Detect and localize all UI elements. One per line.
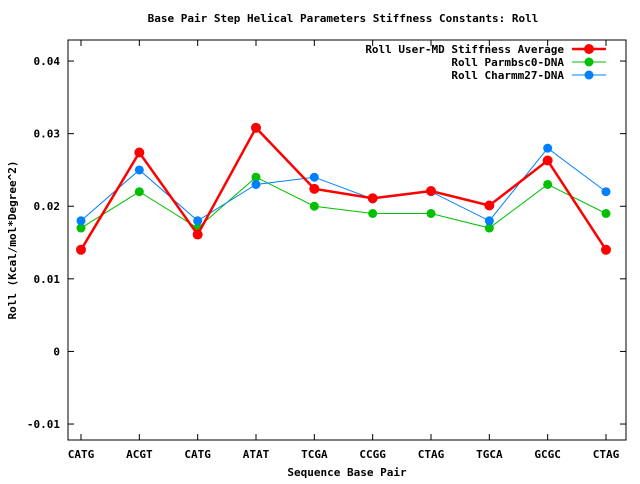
data-point [601, 209, 611, 219]
legend-marker [584, 57, 594, 67]
y-tick-label: 0.02 [34, 200, 61, 213]
data-point [193, 216, 203, 226]
data-point [251, 179, 261, 189]
series-2 [76, 143, 611, 226]
series-line [79, 125, 608, 251]
data-point [76, 216, 86, 226]
y-tick-label: 0 [53, 345, 60, 358]
x-tick-label: CCGG [359, 448, 386, 461]
x-tick-label: CTAG [418, 448, 445, 461]
x-tick-label: ATAT [243, 448, 270, 461]
data-point [134, 187, 144, 197]
data-point [484, 216, 494, 226]
y-tick-label: 0.04 [34, 55, 61, 68]
legend-marker [584, 44, 594, 54]
data-point [309, 172, 319, 182]
data-point [76, 244, 86, 255]
legend-marker [584, 70, 594, 80]
series-1 [76, 172, 611, 233]
x-tick-label: CTAG [593, 448, 620, 461]
data-point [368, 209, 378, 219]
data-point [484, 200, 495, 211]
data-point [76, 223, 86, 233]
x-tick-label: TGCA [476, 448, 503, 461]
data-point [309, 183, 320, 194]
data-point [367, 193, 378, 204]
x-tick-label: CATG [68, 448, 95, 461]
data-point [543, 143, 553, 153]
x-tick-label: TCGA [301, 448, 328, 461]
legend-label: Roll Parmbsc0-DNA [451, 56, 564, 69]
chart-title: Base Pair Step Helical Parameters Stiffn… [148, 12, 539, 25]
x-tick-label: CATG [184, 448, 211, 461]
data-point [601, 187, 611, 197]
x-tick-label: GCGC [534, 448, 561, 461]
series-0 [76, 122, 611, 255]
legend-label: Roll Charmm27-DNA [451, 69, 564, 82]
data-point [542, 155, 553, 166]
x-tick-label: ACGT [126, 448, 153, 461]
data-point [309, 201, 319, 211]
y-tick-label: 0.03 [34, 128, 61, 141]
data-point [251, 172, 261, 182]
x-axis-label: Sequence Base Pair [287, 466, 407, 479]
data-point [484, 223, 494, 233]
data-point [426, 185, 436, 196]
y-tick-label: -0.01 [27, 418, 60, 431]
data-point [426, 209, 436, 219]
data-point [251, 122, 261, 133]
y-axis-label: Roll (Kcal/mol*Degree^2) [6, 161, 19, 320]
data-point [134, 147, 145, 158]
plot-area-border [67, 39, 627, 441]
data-point [192, 229, 203, 240]
data-point [601, 244, 611, 255]
data-point [134, 165, 144, 175]
y-tick-label: 0.01 [34, 273, 61, 286]
series-line [80, 176, 607, 229]
legend-label: Roll User-MD Stiffness Average [365, 43, 564, 56]
data-point [543, 179, 553, 189]
